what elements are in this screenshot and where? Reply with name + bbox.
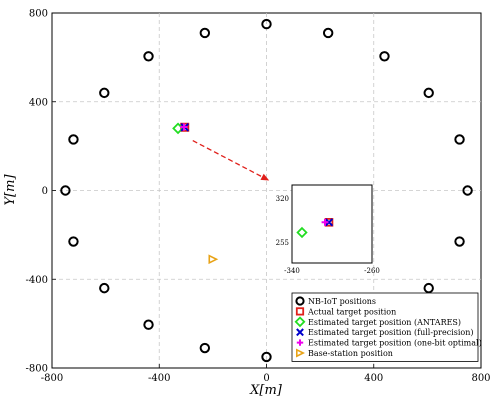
point-circle	[423, 282, 434, 294]
point-circle	[99, 87, 110, 99]
legend-entry: NB-IoT positions	[308, 297, 376, 306]
point-circle	[199, 342, 211, 354]
point-circle	[261, 18, 272, 30]
y-tick-label: 800	[29, 9, 48, 20]
inset-x-tick-label: -340	[284, 267, 300, 275]
point-circle	[68, 236, 79, 247]
inset-x-tick-label: -260	[364, 267, 380, 275]
arrow-shaft	[192, 140, 263, 178]
legend-entry: Estimated target position (ANTARES)	[308, 318, 461, 327]
legend-entry: Actual target position	[307, 307, 396, 316]
x-tick-label: 0	[263, 373, 269, 384]
data-marks	[60, 18, 473, 363]
grid	[52, 13, 481, 368]
legend-entry: Estimated target position (one-bit optim…	[308, 339, 482, 348]
legend-marker	[296, 339, 304, 346]
legend-marker	[294, 316, 306, 328]
point-circle	[261, 351, 272, 363]
point-circle	[379, 51, 390, 62]
point-circle	[454, 134, 465, 145]
inset-point-plus	[321, 218, 329, 226]
arrow-head	[260, 173, 270, 181]
legend-marker	[295, 307, 305, 316]
y-tick-label: 0	[42, 186, 48, 197]
point-circle	[322, 27, 334, 39]
point-triangle-right	[208, 254, 219, 265]
legend-entry: Base-station position	[308, 349, 393, 358]
legend-marker	[295, 348, 305, 358]
x-tick-label: 400	[364, 373, 383, 384]
point-circle	[454, 236, 465, 247]
point-circle	[423, 87, 434, 99]
inset-zoom: -340 -260 320 255	[276, 184, 380, 275]
point-circle	[143, 51, 154, 62]
point-circle	[462, 185, 473, 196]
legend-box	[291, 292, 479, 362]
inset-point-x	[324, 218, 334, 227]
point-circle	[99, 282, 110, 294]
point-plus	[180, 123, 188, 131]
x-tick-label: 800	[471, 373, 490, 384]
y-axis-label: Y[m]	[3, 174, 18, 206]
point-circle	[68, 134, 79, 145]
x-axis-label: X[m]	[249, 383, 283, 398]
point-circle	[143, 319, 154, 330]
zoom-arrow	[192, 140, 270, 181]
inset-y-tick-label: 320	[276, 195, 289, 203]
inset-y-tick-label: 255	[276, 239, 289, 247]
point-circle	[60, 185, 71, 196]
x-tick-label: -800	[41, 373, 63, 384]
point-circle	[199, 27, 211, 39]
inset-point-diamond	[296, 226, 308, 239]
legend-marker	[295, 296, 305, 306]
legend-entry: Estimated target position (full-precisio…	[308, 328, 474, 337]
legend-marker	[296, 328, 304, 337]
y-tick-label: 400	[29, 97, 48, 108]
axis-ticks: -800 -400 0 400 800 -800 -400 0 400 800	[26, 9, 491, 385]
y-tick-label: -400	[26, 275, 48, 286]
y-tick-label: -800	[26, 364, 48, 375]
x-tick-label: -400	[148, 373, 170, 384]
